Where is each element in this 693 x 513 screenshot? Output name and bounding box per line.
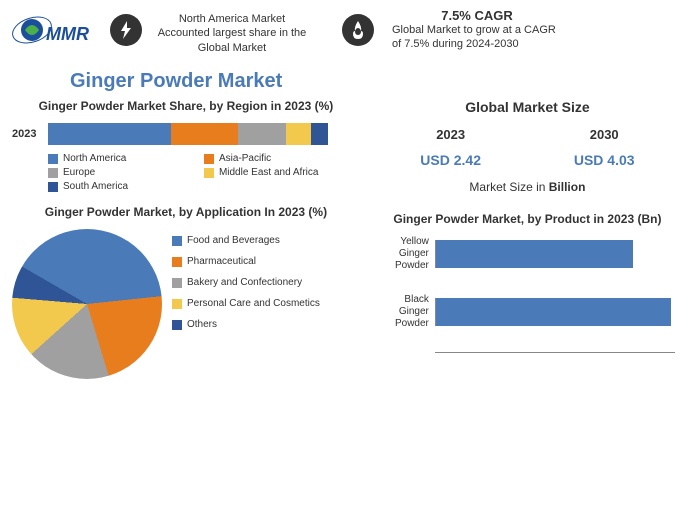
cagr-text: Global Market to grow at a CAGR of 7.5% … [392,23,562,52]
legend-swatch [48,154,58,164]
region-segment [171,123,238,145]
product-bar-row: Yellow Ginger Powder [374,236,681,272]
legend-label: Personal Care and Cosmetics [187,298,320,309]
ms-val-1: USD 2.42 [420,152,481,168]
legend-label: Food and Beverages [187,235,280,246]
legend-label: Others [187,319,217,330]
cagr-title: 7.5% CAGR [392,8,562,23]
hbar-label: Black Ginger Powder [374,294,429,330]
market-size-years: 2023 2030 [374,127,681,142]
legend-swatch [172,236,182,246]
bolt-icon [110,14,142,46]
legend-item: Personal Care and Cosmetics [172,298,320,309]
hbar [436,298,671,326]
legend-label: Pharmaceutical [187,256,256,267]
legend-swatch [172,257,182,267]
ms-val-2: USD 4.03 [574,152,635,168]
market-size-values: USD 2.42 USD 4.03 [374,152,681,168]
main-title: Ginger Powder Market [70,70,693,93]
market-size-subtitle: Market Size in Billion [374,180,681,194]
legend-item: Others [172,319,320,330]
legend-item: Pharmaceutical [172,256,320,267]
svg-text:MMR: MMR [46,24,89,44]
left-column: Ginger Powder Market Share, by Region in… [12,99,360,379]
region-legend: North America Asia-Pacific Europe Middle Ea… [48,153,360,195]
legend-item: Bakery and Confectionery [172,277,320,288]
content: Ginger Powder Market Share, by Region in… [0,99,693,379]
legend-swatch [172,299,182,309]
ms-year-1: 2023 [436,127,465,142]
legend-item: Asia-Pacific [204,153,360,164]
header: MMR North America Market Accounted large… [0,0,693,62]
right-column: Global Market Size 2023 2030 USD 2.42 US… [360,99,681,379]
legend-swatch [172,320,182,330]
product-hbar-chart: Yellow Ginger Powder Black Ginger Powder [374,236,681,330]
pie-chart [12,229,162,379]
legend-item: Food and Beverages [172,235,320,246]
pie-section: Food and Beverages Pharmaceutical Bakery a… [12,229,360,379]
legend-swatch [204,168,214,178]
legend-item: Europe [48,167,204,178]
hbar [436,240,633,268]
ms-sub-bold: Billion [549,180,586,194]
ms-sub-pre: Market Size in [469,180,548,194]
product-chart-title: Ginger Powder Market, by Product in 2023… [374,212,681,226]
legend-swatch [204,154,214,164]
region-stacked-bar: 2023 [12,123,360,145]
pie-legend: Food and Beverages Pharmaceutical Bakery a… [162,229,320,340]
region-segment [311,123,328,145]
legend-swatch [48,168,58,178]
stacked-bar [48,123,328,145]
legend-label: North America [63,153,126,164]
region-segment [238,123,286,145]
hbar-axis [435,352,675,353]
flame-icon [342,14,374,46]
legend-label: South America [63,181,128,192]
header-fact-1: North America Market Accounted largest s… [152,12,312,55]
mmr-logo: MMR [10,8,100,58]
market-size-box: Global Market Size 2023 2030 USD 2.42 US… [374,99,681,194]
legend-label: Europe [63,167,95,178]
cagr-box: 7.5% CAGR Global Market to grow at a CAG… [392,8,562,52]
hbar-track [435,298,681,326]
region-segment [286,123,311,145]
legend-item: North America [48,153,204,164]
legend-item: South America [48,181,204,192]
legend-swatch [172,278,182,288]
region-chart-title: Ginger Powder Market Share, by Region in… [12,99,360,113]
ms-year-2: 2030 [590,127,619,142]
application-chart-title: Ginger Powder Market, by Application In … [12,205,360,219]
market-size-title: Global Market Size [374,99,681,115]
legend-swatch [48,182,58,192]
region-year-label: 2023 [12,128,48,140]
legend-label: Middle East and Africa [219,167,319,178]
hbar-track [435,240,681,268]
hbar-label: Yellow Ginger Powder [374,236,429,272]
region-segment [48,123,171,145]
legend-label: Asia-Pacific [219,153,271,164]
product-bar-row: Black Ginger Powder [374,294,681,330]
legend-item: Middle East and Africa [204,167,360,178]
legend-label: Bakery and Confectionery [187,277,302,288]
